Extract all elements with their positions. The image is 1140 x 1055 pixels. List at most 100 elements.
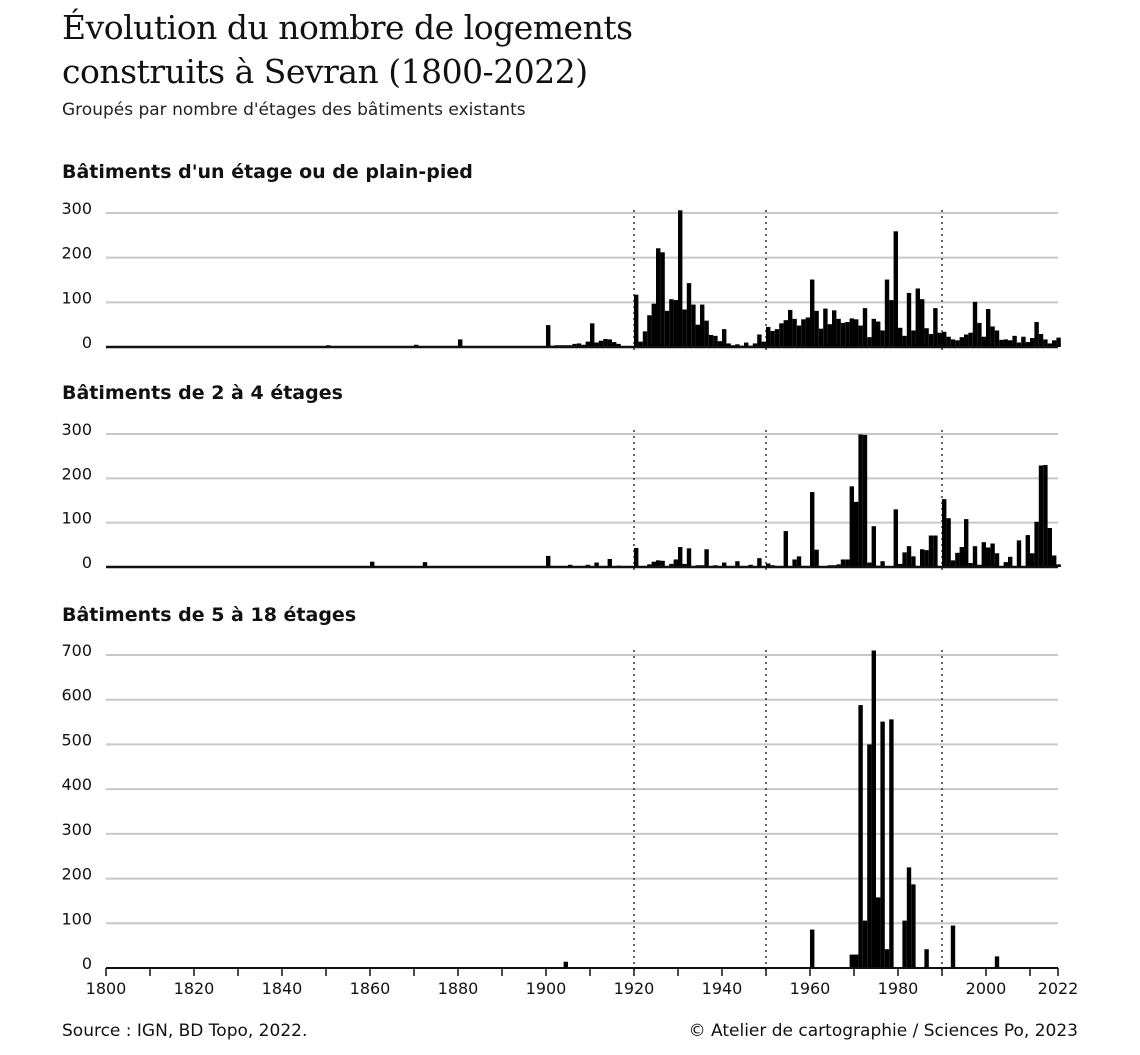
bar-1973 xyxy=(867,744,872,968)
bar-2005 xyxy=(1008,340,1013,347)
bar-1960 xyxy=(810,279,815,347)
bar-1976 xyxy=(880,721,885,968)
bar-1982 xyxy=(906,546,912,567)
bar-1995 xyxy=(964,519,969,567)
bar-1939 xyxy=(717,341,722,347)
bar-1922 xyxy=(642,331,648,347)
panel-2: 0 100 200 300 xyxy=(61,420,1061,572)
bar-1990 xyxy=(942,499,947,567)
bar-1976 xyxy=(880,330,885,347)
bar-2010 xyxy=(1030,553,1035,567)
bar-1968 xyxy=(845,559,850,567)
bar-1969 xyxy=(849,486,854,567)
y-tick-label: 200 xyxy=(61,865,92,884)
y-tick-label: 300 xyxy=(61,199,92,218)
bar-1929 xyxy=(673,300,678,347)
bar-1925 xyxy=(656,248,661,347)
y-tick-label: 0 xyxy=(82,333,92,352)
bar-1972 xyxy=(862,308,868,347)
y-tick-label: 0 xyxy=(82,954,92,973)
bar-2001 xyxy=(990,326,995,347)
bar-1916 xyxy=(616,343,621,347)
bar-1936 xyxy=(704,320,709,347)
x-tick-label: 1820 xyxy=(174,979,215,998)
bar-2014 xyxy=(1047,527,1052,567)
bar-1955 xyxy=(788,309,793,347)
bar-1979 xyxy=(893,231,898,347)
bar-1924 xyxy=(651,561,656,567)
bar-1928 xyxy=(669,563,674,567)
bar-1914 xyxy=(607,339,612,347)
x-tick-label: 1940 xyxy=(702,979,743,998)
bar-1998 xyxy=(977,322,982,347)
bar-2015 xyxy=(1052,555,1057,567)
bar-2000 xyxy=(986,309,991,347)
bar-1993 xyxy=(955,340,960,347)
panel-title-2-4-storeys: Bâtiments de 2 à 4 étages xyxy=(62,382,343,404)
bar-1964 xyxy=(827,324,832,347)
bar-1900 xyxy=(546,555,551,567)
bar-1911 xyxy=(594,562,599,567)
x-tick-label: 1980 xyxy=(878,979,919,998)
bar-1957 xyxy=(796,325,802,347)
bar-1970 xyxy=(854,501,859,567)
bar-1920 xyxy=(634,547,639,567)
bar-1969 xyxy=(849,954,854,968)
bar-1951 xyxy=(770,330,775,347)
bar-1963 xyxy=(823,308,828,347)
x-tick-label: 1860 xyxy=(350,979,391,998)
bar-1953 xyxy=(779,323,784,347)
bar-1915 xyxy=(612,342,617,347)
bar-1994 xyxy=(959,337,964,347)
bar-1921 xyxy=(638,341,643,347)
bar-1910 xyxy=(590,323,595,347)
bar-1983 xyxy=(911,556,916,567)
bar-1970 xyxy=(854,954,859,968)
bar-2007 xyxy=(1016,342,1022,347)
y-tick-label: 100 xyxy=(61,909,92,928)
x-tick-label: 1900 xyxy=(526,979,567,998)
bar-1984 xyxy=(915,288,920,347)
bar-1999 xyxy=(981,542,986,567)
bar-1977 xyxy=(884,279,890,347)
bar-1969 xyxy=(849,318,854,347)
bar-2009 xyxy=(1025,535,1030,567)
bar-1932 xyxy=(686,283,692,347)
bar-1980 xyxy=(898,327,903,347)
bar-1926 xyxy=(660,252,665,347)
bar-1954 xyxy=(783,531,788,567)
bar-1996 xyxy=(968,332,973,347)
y-tick-label: 300 xyxy=(61,420,92,439)
bar-1954 xyxy=(783,320,788,347)
bar-1973 xyxy=(867,562,872,567)
bar-2001 xyxy=(990,543,995,567)
bar-2004 xyxy=(1003,339,1008,347)
bar-1980 xyxy=(898,563,903,567)
bar-1982 xyxy=(906,867,912,968)
bar-1913 xyxy=(603,338,608,347)
bar-1880 xyxy=(458,339,463,347)
chart-subtitle: Groupés par nombre d'étages des bâtiment… xyxy=(62,100,526,120)
bar-1990 xyxy=(942,331,947,347)
y-tick-label: 300 xyxy=(61,820,92,839)
bar-1933 xyxy=(691,304,696,347)
bar-2000 xyxy=(986,547,991,567)
bar-1923 xyxy=(647,315,652,347)
bar-1959 xyxy=(805,317,810,347)
bar-1923 xyxy=(647,564,652,567)
bar-2011 xyxy=(1034,321,1039,347)
bar-1993 xyxy=(955,552,960,567)
bar-1956 xyxy=(792,318,797,347)
y-tick-label: 100 xyxy=(61,509,92,528)
title-line-2: construits à Sevran (1800-2022) xyxy=(62,52,588,91)
bar-1983 xyxy=(911,884,916,968)
bar-1989 xyxy=(937,332,942,347)
bar-1996 xyxy=(968,563,973,567)
bar-1985 xyxy=(920,549,925,567)
bar-1966 xyxy=(836,318,841,347)
bar-1935 xyxy=(700,304,705,347)
bar-1988 xyxy=(933,308,938,347)
bar-1970 xyxy=(854,319,859,347)
bar-1914 xyxy=(607,559,612,567)
bar-1975 xyxy=(876,897,881,968)
